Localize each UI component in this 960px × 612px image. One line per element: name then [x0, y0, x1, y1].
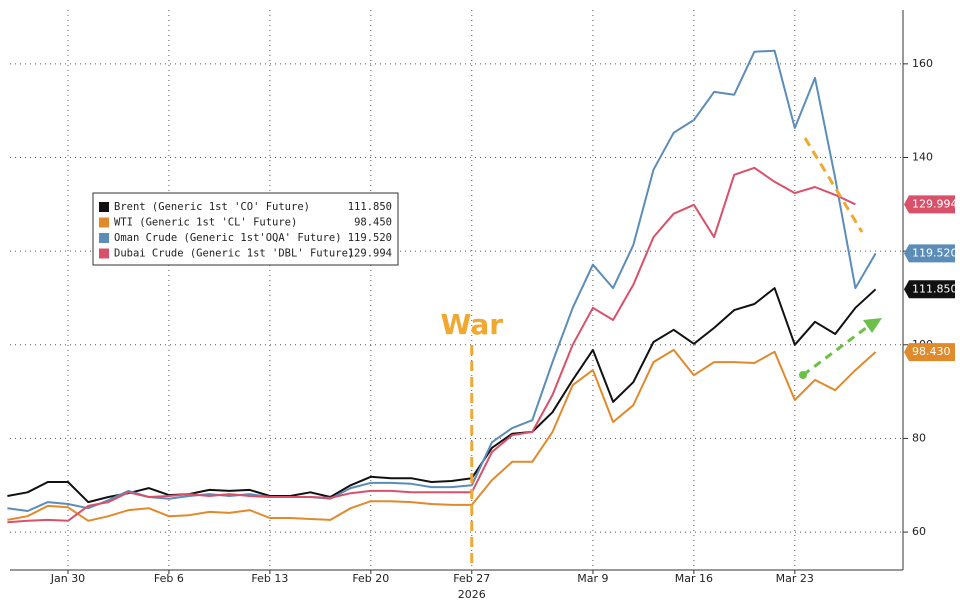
series-line — [7, 348, 877, 522]
series-line — [7, 287, 877, 504]
x-tick-label: Feb 20 — [352, 572, 389, 585]
value-tags: 111.850 98.430 119.520 129.994 — [904, 195, 958, 362]
annotations: War 2026 — [440, 308, 503, 601]
x-tick-label: Jan 30 — [50, 572, 85, 585]
value-tag-text: 111.850 — [912, 282, 958, 295]
value-tag — [904, 244, 955, 263]
value-tag — [904, 195, 955, 214]
legend-label: Dubai Crude (Generic 1st 'DBL' Future) — [114, 248, 354, 260]
legend-swatch — [99, 217, 109, 228]
x-tick-label: Mar 23 — [776, 572, 814, 585]
legend-label: WTI (Generic 1st 'CL' Future) — [114, 217, 297, 229]
down-trend-arrow — [803, 137, 864, 233]
legend-value: 119.520 — [348, 232, 392, 244]
x-tick-label: Mar 9 — [577, 572, 608, 585]
annotation-text: War — [440, 308, 503, 341]
legend-value: 111.850 — [348, 201, 392, 213]
value-tag — [904, 343, 955, 362]
y-tick-label: 140 — [912, 150, 933, 163]
value-tag — [904, 280, 955, 299]
x-sublabel: 2026 — [458, 588, 486, 601]
y-tick-label: 60 — [912, 525, 926, 538]
value-tag-text: 119.520 — [912, 246, 958, 259]
lines — [7, 49, 877, 524]
series-line — [7, 49, 877, 512]
legend-label: Brent (Generic 1st 'CO' Future) — [114, 201, 310, 213]
x-tick-label: Mar 16 — [675, 572, 713, 585]
legend-label: Oman Crude (Generic 1st'OQA' Future) — [114, 232, 342, 244]
value-tag-text: 129.994 — [912, 197, 958, 210]
x-tick-label: Feb 13 — [251, 572, 288, 585]
legend: Brent (Generic 1st 'CO' Future) 111.850 WT… — [92, 192, 399, 266]
legend-swatch — [99, 248, 109, 259]
series-line — [7, 166, 856, 524]
legend-value: 98.450 — [354, 217, 392, 229]
legend-swatch — [99, 233, 109, 243]
x-tick-label: Feb 6 — [154, 572, 184, 585]
legend-swatch — [99, 202, 109, 212]
y-tick-label: 80 — [912, 431, 926, 444]
x-tick-label: Feb 27 — [453, 572, 490, 585]
legend-box — [92, 192, 399, 266]
legend-value: 129.994 — [348, 248, 392, 260]
y-tick-label: 160 — [912, 57, 933, 70]
arrow-tail — [799, 371, 807, 379]
value-tag-text: 98.430 — [912, 345, 951, 358]
arrow-head — [863, 318, 882, 333]
